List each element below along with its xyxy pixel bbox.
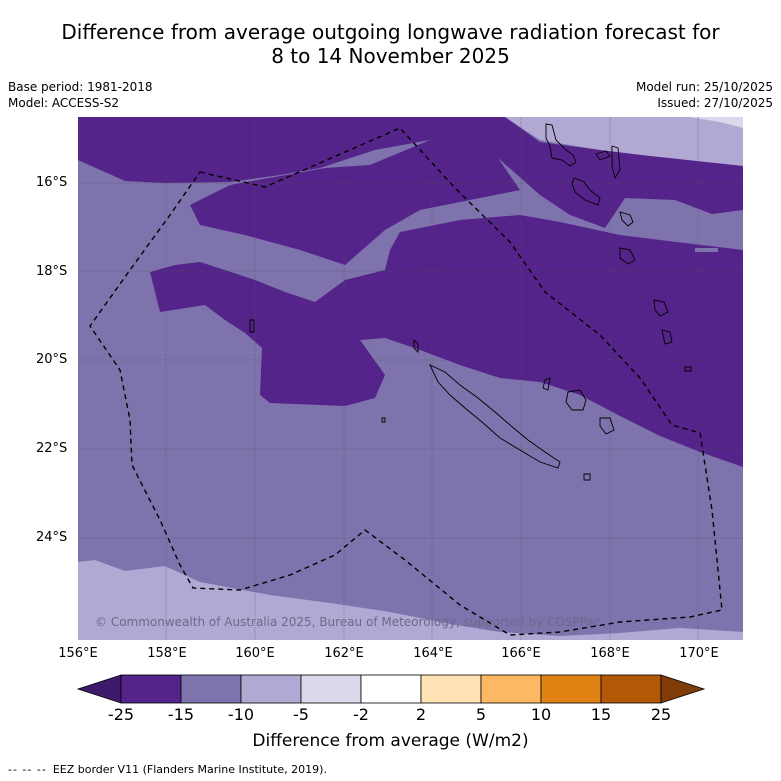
lat-label-22s: 22°S xyxy=(36,441,68,456)
anomaly-band-top-corner xyxy=(690,117,743,128)
title-line-2: 8 to 14 November 2025 xyxy=(271,44,510,68)
colorbar-bin-4 xyxy=(300,674,362,704)
gridlines xyxy=(78,117,743,640)
colorbar-extend-low xyxy=(76,674,122,704)
colorbar-bin-2 xyxy=(180,674,242,704)
colorbar-tick: -2 xyxy=(353,705,369,724)
anomaly-region-bridge xyxy=(190,140,520,265)
title-line-1: Difference from average outgoing longwav… xyxy=(61,20,720,44)
footer-text: EEZ border V11 (Flanders Marine Institut… xyxy=(52,763,327,776)
colorbar-tick: 25 xyxy=(650,705,672,724)
anomaly-region-central xyxy=(150,215,743,467)
colorbar-tick: -10 xyxy=(227,705,255,724)
colorbar-tick: -5 xyxy=(293,705,309,724)
colorbar-bin-9 xyxy=(600,674,662,704)
colorbar-tick: -15 xyxy=(167,705,195,724)
model-run: Model run: 25/10/2025 xyxy=(635,80,773,94)
issued-date: Issued: 27/10/2025 xyxy=(657,96,773,110)
meta-right: Model run: 25/10/2025 Issued: 27/10/2025 xyxy=(636,79,773,111)
copyright-text: © Commonwealth of Australia 2025, Bureau… xyxy=(95,615,600,629)
chart-title: Difference from average outgoing longwav… xyxy=(0,20,781,68)
lon-label-158e: 158°E xyxy=(147,646,187,661)
lon-label-156e: 156°E xyxy=(58,646,98,661)
model-name: Model: ACCESS-S2 xyxy=(8,96,120,110)
lat-label-20s: 20°S xyxy=(36,352,68,367)
lat-label-16s: 16°S xyxy=(36,175,68,190)
anomaly-band-top-right xyxy=(505,117,743,166)
lat-label-18s: 18°S xyxy=(36,264,68,279)
eez-border xyxy=(89,127,723,636)
lon-label-168e: 168°E xyxy=(590,646,630,661)
colorbar-tick: 5 xyxy=(475,705,487,724)
colorbar-bin-8 xyxy=(540,674,602,704)
anomaly-region-north xyxy=(78,117,743,228)
colorbar-bin-6 xyxy=(420,674,482,704)
colorbar xyxy=(76,674,706,704)
lon-label-166e: 166°E xyxy=(501,646,541,661)
footer-legend: -- -- -- EEZ border V11 (Flanders Marine … xyxy=(8,763,327,776)
colorbar-bin-5 xyxy=(360,674,422,704)
colorbar-tick: 15 xyxy=(590,705,612,724)
colorbar-tick: -25 xyxy=(107,705,135,724)
colorbar-tick: 2 xyxy=(415,705,427,724)
eez-legend-glyph: -- -- -- xyxy=(8,763,47,776)
colorbar-bin-1 xyxy=(120,674,182,704)
islands-vanuatu xyxy=(545,123,692,372)
meta-left: Base period: 1981-2018 Model: ACCESS-S2 xyxy=(8,79,153,111)
lon-label-162e: 162°E xyxy=(324,646,364,661)
anomaly-patch-small xyxy=(695,248,718,252)
lon-label-170e: 170°E xyxy=(679,646,719,661)
islands-new-caledonia xyxy=(249,319,615,481)
colorbar-bin-7 xyxy=(480,674,542,704)
colorbar-label: Difference from average (W/m2) xyxy=(252,731,529,751)
lon-label-160e: 160°E xyxy=(235,646,275,661)
anomaly-band-bottom xyxy=(78,560,743,640)
colorbar-extend-high xyxy=(660,674,706,704)
lon-label-164e: 164°E xyxy=(413,646,453,661)
colorbar-tick: 10 xyxy=(530,705,552,724)
colorbar-bin-3 xyxy=(240,674,302,704)
lat-label-24s: 24°S xyxy=(36,530,68,545)
base-period: Base period: 1981-2018 xyxy=(8,80,153,94)
